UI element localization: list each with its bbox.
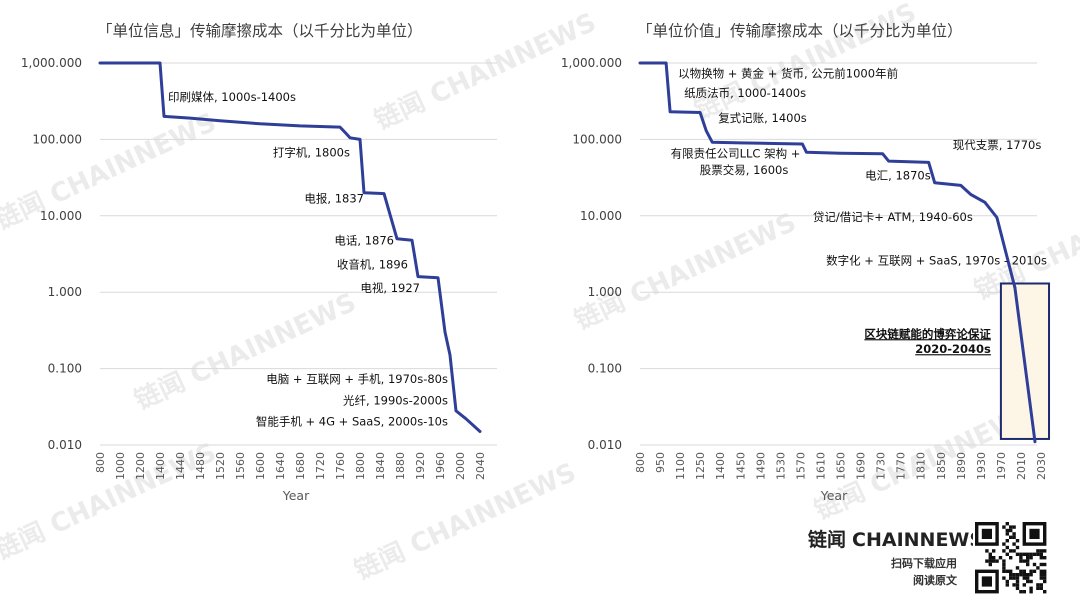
x-tick-label: 1920: [414, 452, 427, 480]
annotation: 复式记账, 1400s: [718, 111, 807, 125]
annotation: 以物换物 + 黄金 + 货币, 公元前1000年前: [678, 66, 898, 80]
series-line: [638, 61, 1017, 290]
x-tick-label: 1970: [995, 452, 1008, 480]
x-tick-label: 1480: [194, 452, 207, 480]
x-tick-label: 1440: [174, 452, 187, 480]
x-tick-label: 950: [654, 452, 667, 473]
x-tick-label: 1800: [354, 452, 367, 480]
x-tick-label: 2040: [474, 452, 487, 480]
x-tick-label: 1880: [394, 452, 407, 480]
x-tick-label: 1770: [895, 452, 908, 480]
y-tick-label: 0.010: [588, 438, 622, 452]
watermark-text: 链闻 CHAINNEWS: [0, 107, 221, 237]
y-tick-label: 100.000: [32, 132, 82, 146]
y-tick-label: 1.000: [48, 285, 82, 299]
annotation: 纸质法币, 1000-1400s: [684, 86, 806, 100]
y-tick-label: 100.000: [572, 132, 622, 146]
y-tick-label: 1,000.000: [21, 56, 82, 70]
chart-info-friction: 「单位信息」传输摩擦成本（以千分比为单位） Year 1,000.000 100.…: [21, 22, 497, 503]
highlight-label: 区块链赋能的博弈论保证: [864, 327, 991, 341]
y-tick-label: 10.000: [580, 209, 622, 223]
series-line-projection: [1013, 286, 1037, 444]
brand-read-text: 阅读原文: [913, 573, 958, 587]
annotation: 智能手机 + 4G + SaaS, 2000s-10s: [256, 414, 448, 428]
x-tick-label: 1720: [314, 452, 327, 480]
series-line: [98, 61, 482, 433]
watermark-text: 链闻 CHAINNEWS: [0, 437, 221, 567]
watermark-text: 链闻 CHAINNEWS: [570, 207, 801, 337]
x-tick-label: 1250: [694, 452, 707, 480]
annotation: 股票交易, 1600s: [700, 163, 789, 177]
annotation: 数字化 + 互联网 + SaaS, 1970s - 2010s: [826, 254, 1047, 268]
x-tick-label: 2000: [454, 452, 467, 480]
annotation: 电报, 1837: [304, 191, 364, 205]
x-tick-label: 1400: [154, 452, 167, 480]
x-tick-label: 1690: [855, 452, 868, 480]
annotation: 现代支票, 1770s: [953, 138, 1042, 152]
x-tick-label: 1100: [674, 452, 687, 480]
x-tick-label: 1890: [955, 452, 968, 480]
x-tick-label: 1000: [114, 452, 127, 480]
x-tick-label: 1930: [975, 452, 988, 480]
x-tick-label: 1840: [374, 452, 387, 480]
x-tick-label: 1520: [214, 452, 227, 480]
x-tick-label: 1680: [294, 452, 307, 480]
x-tick-label: 1400: [714, 452, 727, 480]
annotation: 电话, 1876: [334, 234, 394, 248]
x-tick-label: 1640: [274, 452, 287, 480]
annotation: 电脑 + 互联网 + 手机, 1970s-80s: [266, 372, 448, 386]
y-tick-label: 0.100: [48, 362, 82, 376]
x-tick-label: 1610: [814, 452, 827, 480]
x-tick-label: 1450: [734, 452, 747, 480]
watermark-text: 链闻 CHAINNEWS: [130, 287, 361, 417]
x-tick-label: 1570: [794, 452, 807, 480]
y-tick-label: 0.100: [588, 362, 622, 376]
x-axis-label: Year: [282, 488, 310, 503]
brand-logo-en: CHAINNEWS: [852, 529, 983, 551]
y-tick-label: 10.000: [40, 209, 82, 223]
chart-title: 「单位价值」传输摩擦成本（以千分比为单位）: [637, 22, 963, 40]
branding-block: 链闻 CHAINNEWS 扫码下载应用 阅读原文: [808, 520, 1049, 596]
x-tick-label: 1530: [774, 452, 787, 480]
x-tick-label: 800: [94, 452, 107, 473]
chart-value-friction: 「单位价值」传输摩擦成本（以千分比为单位） Year 1,000.000 100.…: [561, 22, 1051, 503]
chart-title: 「单位信息」传输摩擦成本（以千分比为单位）: [97, 22, 423, 40]
annotation: 贷记/借记卡+ ATM, 1940-60s: [813, 210, 973, 224]
annotation: 电视, 1927: [360, 281, 420, 295]
brand-logo-cn: 链闻: [808, 528, 846, 551]
x-tick-label: 2030: [1035, 452, 1048, 480]
y-tick-label: 0.010: [48, 438, 82, 452]
x-tick-label: 1600: [254, 452, 267, 480]
x-tick-label: 1730: [875, 452, 888, 480]
x-axis-label: Year: [820, 488, 848, 503]
brand-logo: 链闻 CHAINNEWS: [808, 528, 983, 551]
annotation: 收音机, 1896: [337, 257, 408, 271]
annotation: 光纤, 1990s-2000s: [343, 393, 448, 407]
annotation: 有限责任公司LLC 架构 +: [671, 146, 801, 160]
x-tick-label: 1960: [434, 452, 447, 480]
annotation: 电汇, 1870s: [865, 168, 931, 182]
y-tick-label: 1.000: [588, 285, 622, 299]
x-tick-label: 1200: [134, 452, 147, 480]
x-tick-label: 2010: [1015, 452, 1028, 480]
x-tick-label: 1560: [234, 452, 247, 480]
x-tick-label: 1490: [754, 452, 767, 480]
highlight-label-years: 2020-2040s: [915, 342, 991, 356]
annotation: 印刷媒体, 1000s-1400s: [168, 90, 296, 104]
x-tick-label: 1760: [334, 452, 347, 480]
brand-download-text: 扫码下载应用: [891, 556, 957, 570]
x-tick-label: 1850: [935, 452, 948, 480]
x-tick-label: 1650: [835, 452, 848, 480]
annotation: 打字机, 1800s: [273, 145, 350, 159]
qr-code-icon[interactable]: [973, 520, 1049, 596]
x-tick-label: 1810: [915, 452, 928, 480]
x-tick-label: 800: [634, 452, 647, 473]
y-tick-label: 1,000.000: [561, 56, 622, 70]
